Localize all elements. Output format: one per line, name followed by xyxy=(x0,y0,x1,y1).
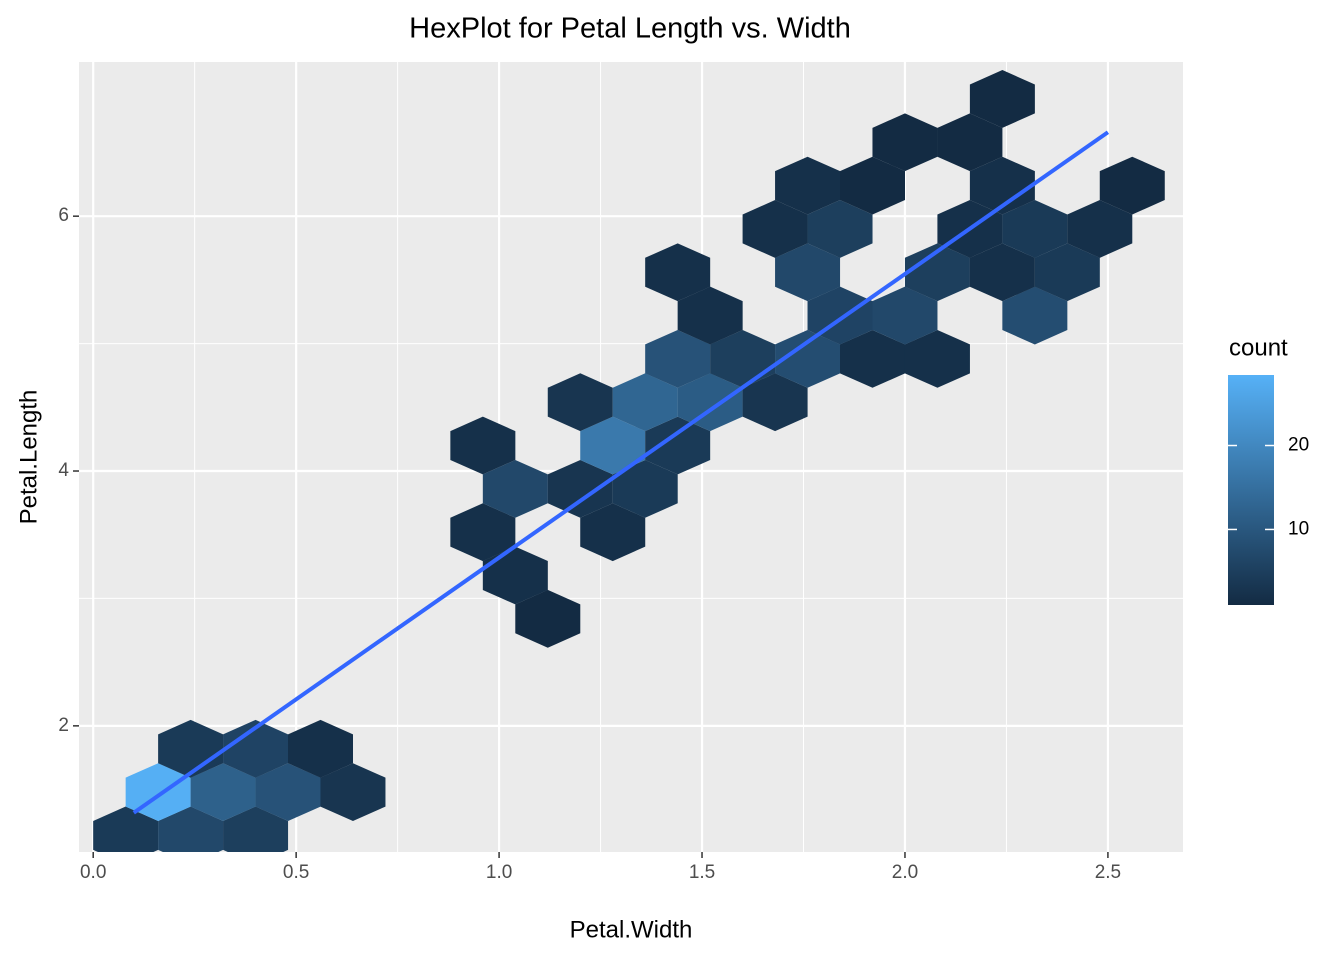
x-tick-label: 2.0 xyxy=(892,862,918,883)
hex-bin xyxy=(775,243,841,302)
hex-bin xyxy=(969,70,1035,128)
chart-title: HexPlot for Petal Length vs. Width xyxy=(409,13,851,45)
hex-bin xyxy=(645,416,711,475)
hex-bin xyxy=(710,329,776,388)
hex-bin xyxy=(612,373,678,432)
x-tick-label: 2.5 xyxy=(1095,862,1121,883)
y-tick-label: 4 xyxy=(58,460,69,481)
hex-bin xyxy=(320,763,386,822)
x-tick-label: 0.0 xyxy=(80,862,106,883)
hex-bin xyxy=(482,459,548,518)
hex-bin xyxy=(223,806,289,852)
hex-bin xyxy=(223,719,289,778)
hex-bin xyxy=(645,243,711,302)
y-tick-label: 6 xyxy=(58,205,69,226)
y-axis-label: Petal.Length xyxy=(15,390,42,525)
hex-bin xyxy=(677,286,743,345)
hex-bin xyxy=(255,763,321,822)
hex-bin xyxy=(450,416,516,475)
x-tick-label: 1.0 xyxy=(486,862,512,883)
marks xyxy=(93,70,1165,852)
hex-bin xyxy=(872,113,938,172)
legend-title: count xyxy=(1229,334,1288,361)
hex-bin xyxy=(1034,243,1100,302)
hex-bin xyxy=(190,763,256,822)
hex-bin xyxy=(677,373,743,432)
hex-bin xyxy=(969,156,1035,215)
hex-bin xyxy=(93,806,159,852)
hex-bin xyxy=(742,373,808,432)
hex-bin xyxy=(482,546,548,605)
x-tick-label: 1.5 xyxy=(689,862,715,883)
hex-bin xyxy=(580,503,646,562)
hex-bin xyxy=(775,329,841,388)
hex-bin xyxy=(547,459,613,518)
x-axis-label: Petal.Width xyxy=(570,916,693,943)
hex-bin xyxy=(580,416,646,475)
hex-bin xyxy=(645,329,711,388)
y-tick-label: 2 xyxy=(58,715,69,736)
hex-bin xyxy=(515,589,581,648)
hex-bin xyxy=(904,243,970,302)
axes: 0.0 0.5 1.0 1.5 2.0 2.5 2 4 6 xyxy=(58,205,1121,883)
legend: count 10 20 xyxy=(1228,334,1309,605)
hex-bin xyxy=(1067,200,1133,258)
hex-bin xyxy=(547,373,613,432)
colorbar-tick-label: 10 xyxy=(1288,518,1309,539)
hex-bin xyxy=(1002,286,1068,345)
hex-bin xyxy=(1002,200,1068,258)
colorbar xyxy=(1228,375,1274,605)
hex-bin xyxy=(1099,156,1165,215)
x-tick-label: 0.5 xyxy=(283,862,309,883)
hex-bin xyxy=(840,156,905,215)
hex-bin xyxy=(807,200,873,258)
hex-bin xyxy=(840,329,905,388)
colorbar-tick-label: 20 xyxy=(1288,435,1309,456)
hex-bin xyxy=(450,503,516,562)
hex-bin xyxy=(872,286,938,345)
hex-bin xyxy=(969,243,1035,302)
hex-bin xyxy=(158,806,224,852)
hex-bin xyxy=(775,156,841,215)
smooth-line xyxy=(132,130,1110,815)
hex-bin xyxy=(742,200,808,258)
hex-bin xyxy=(288,719,353,778)
hex-bin xyxy=(904,329,970,388)
hex-bin xyxy=(612,459,678,518)
hex-bin xyxy=(937,113,1003,172)
